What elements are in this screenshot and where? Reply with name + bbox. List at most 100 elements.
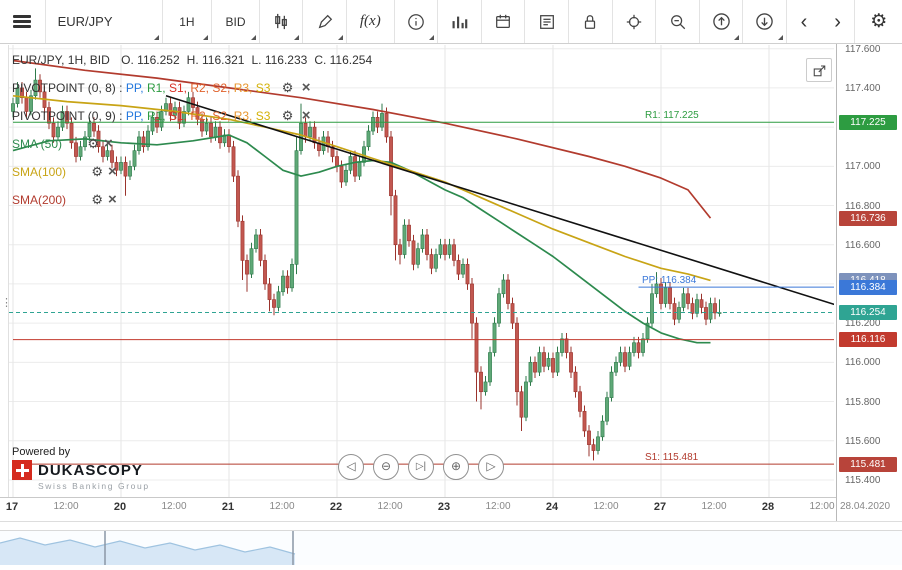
chart-legend: EUR/JPY, 1H, BID O. 116.252 H. 116.321 L. … [12, 52, 379, 219]
chart-nav-controls: ◁ ⊖ ▷| ⊕ ▷ [338, 454, 504, 480]
crosshair-button[interactable] [613, 0, 657, 43]
download-workspace-button[interactable] [743, 0, 788, 43]
toolbar: EUR/JPY 1H BID f(x) [0, 0, 902, 44]
time-axis-day-label: 20 [113, 501, 127, 513]
ohlc-token: C. 116.254 [314, 53, 373, 67]
menu-button[interactable] [0, 0, 46, 43]
price-tick-label: 117.000 [845, 161, 881, 173]
zoom-out-icon [670, 14, 685, 29]
zoom-in-circle-button[interactable]: ⊕ [443, 454, 469, 480]
chart-type-button[interactable] [260, 0, 304, 43]
scroll-left-button[interactable]: ‹ [787, 0, 821, 43]
indicator-settings-icon[interactable]: ⚙ [91, 192, 104, 207]
popout-icon [813, 64, 825, 76]
lock-icon [585, 14, 596, 29]
price-tick-label: 116.600 [845, 239, 881, 251]
info-button[interactable] [395, 0, 439, 43]
price-level-badge: 115.481 [839, 456, 897, 472]
price-tick-label: 116.200 [845, 318, 881, 330]
indicator-remove-icon[interactable]: × [301, 79, 311, 96]
chart-resize-handle[interactable]: ⋮ [1, 297, 12, 309]
volume-button[interactable] [438, 0, 482, 43]
price-tick-label: 116.800 [845, 200, 881, 212]
pivot-token-s1: S1, [168, 109, 191, 123]
time-axis-hour-label: 12:00 [377, 501, 403, 512]
pivot-tokens: PP, R1, S1, R2, S2, R3, S3 [126, 81, 271, 95]
indicator-tools: ⚙ × [83, 191, 117, 208]
indicator-tools: ⚙ × [83, 163, 117, 180]
time-axis-hour-label: 12:00 [593, 501, 619, 512]
time-axis-day-label: 22 [329, 501, 343, 513]
draw-tool-button[interactable] [303, 0, 347, 43]
symbol-label: EUR/JPY [57, 14, 113, 29]
range-navigator-canvas[interactable] [0, 531, 902, 565]
settings-gear-icon: ⚙ [870, 11, 888, 32]
ohlc-values: O. 116.252 H. 116.321 L. 116.233 C. 116.254 [121, 53, 379, 67]
indicator-settings-icon[interactable]: ⚙ [87, 136, 100, 151]
news-button[interactable] [525, 0, 570, 43]
powered-by-text: Powered by [12, 446, 71, 458]
watermark: Powered by DUKASCOPY Swiss Banking Group [12, 446, 150, 491]
chart-type-candles-icon [274, 13, 287, 30]
price-level-badge: 116.116 [839, 332, 897, 348]
settings-button[interactable]: ⚙ [854, 0, 902, 43]
indicator-row-pivotpoint-1: PIVOTPOINT (0, 8) : PP, R1, S1, R2, S2, … [12, 79, 379, 97]
symbol-selector[interactable]: EUR/JPY [46, 0, 163, 43]
indicator-tools: ⚙ × [79, 135, 113, 152]
pivot-token-pp: PP, [125, 109, 147, 123]
zoom-out-button[interactable] [656, 0, 700, 43]
upload-workspace-button[interactable] [700, 0, 744, 43]
upload-workspace-icon [712, 13, 730, 30]
range-navigator[interactable] [0, 530, 902, 565]
price-type-selector[interactable]: BID [212, 0, 260, 43]
time-axis-day-label: 28 [761, 501, 775, 513]
price-tick-label: 117.400 [845, 82, 881, 94]
indicator-remove-icon[interactable]: × [301, 107, 311, 124]
indicator-row-sma50: SMA (50) ⚙ × [12, 135, 379, 153]
indicator-settings-icon[interactable]: ⚙ [281, 80, 294, 95]
time-axis-hour-label: 12:00 [269, 501, 295, 512]
chevron-left-icon: ‹ [800, 10, 808, 33]
popout-chart-button[interactable] [806, 58, 832, 82]
indicators-button[interactable]: f(x) [347, 0, 395, 43]
indicator-settings-icon[interactable]: ⚙ [281, 108, 294, 123]
pivot-token-r3: R3, [233, 109, 256, 123]
menu-icon [13, 13, 32, 31]
indicator-name: PIVOTPOINT (0, 9) [12, 109, 116, 123]
chart-plot[interactable]: R1: 117.225 PP: 116.384 S1: 115.481 [8, 45, 834, 497]
plot-border [0, 497, 836, 498]
candlestick-canvas[interactable]: R1: 117.225 PP: 116.384 S1: 115.481 [9, 45, 834, 497]
pan-left-button[interactable]: ◁ [338, 454, 364, 480]
calendar-button[interactable] [482, 0, 526, 43]
indicator-remove-icon[interactable]: × [108, 191, 117, 208]
series-title: EUR/JPY, 1H, BID [12, 53, 110, 67]
brand-subtitle: Swiss Banking Group [38, 481, 150, 491]
go-to-latest-button[interactable]: ▷| [408, 454, 434, 480]
chart-area: R1: 117.225 PP: 116.384 S1: 115.481 117.60… [0, 44, 902, 522]
time-axis-hour-label: 12:00 [809, 501, 835, 512]
indicator-row-sma200: SMA(200) ⚙ × [12, 191, 379, 209]
calendar-icon [496, 14, 511, 28]
time-axis-hour-label: 12:00 [701, 501, 727, 512]
indicator-remove-icon[interactable]: × [104, 135, 113, 152]
crosshair-icon [626, 14, 642, 29]
pivot-token-s1: S1, [168, 81, 191, 95]
time-axis-day-label: 23 [437, 501, 451, 513]
dukascopy-flag-logo [12, 460, 32, 480]
auto-shift-button[interactable]: ▷ [478, 454, 504, 480]
pivot-token-s3: S3 [255, 81, 271, 95]
indicator-remove-icon[interactable]: × [108, 163, 117, 180]
price-tick-label: 117.600 [845, 44, 881, 55]
lock-button[interactable] [569, 0, 613, 43]
scroll-right-button[interactable]: › [821, 0, 855, 43]
chevron-right-icon: › [834, 10, 841, 33]
price-tick-label: 115.600 [845, 435, 881, 447]
indicator-name: SMA (50) [12, 137, 63, 151]
indicator-settings-icon[interactable]: ⚙ [91, 164, 104, 179]
timeframe-selector[interactable]: 1H [163, 0, 213, 43]
zoom-out-circle-button[interactable]: ⊖ [373, 454, 399, 480]
price-level-badge: 117.225 [839, 114, 897, 130]
series-legend-row: EUR/JPY, 1H, BID O. 116.252 H. 116.321 L. … [12, 52, 379, 69]
timeframe-label: 1H [179, 14, 195, 29]
indicator-name: SMA(100) [12, 165, 67, 179]
